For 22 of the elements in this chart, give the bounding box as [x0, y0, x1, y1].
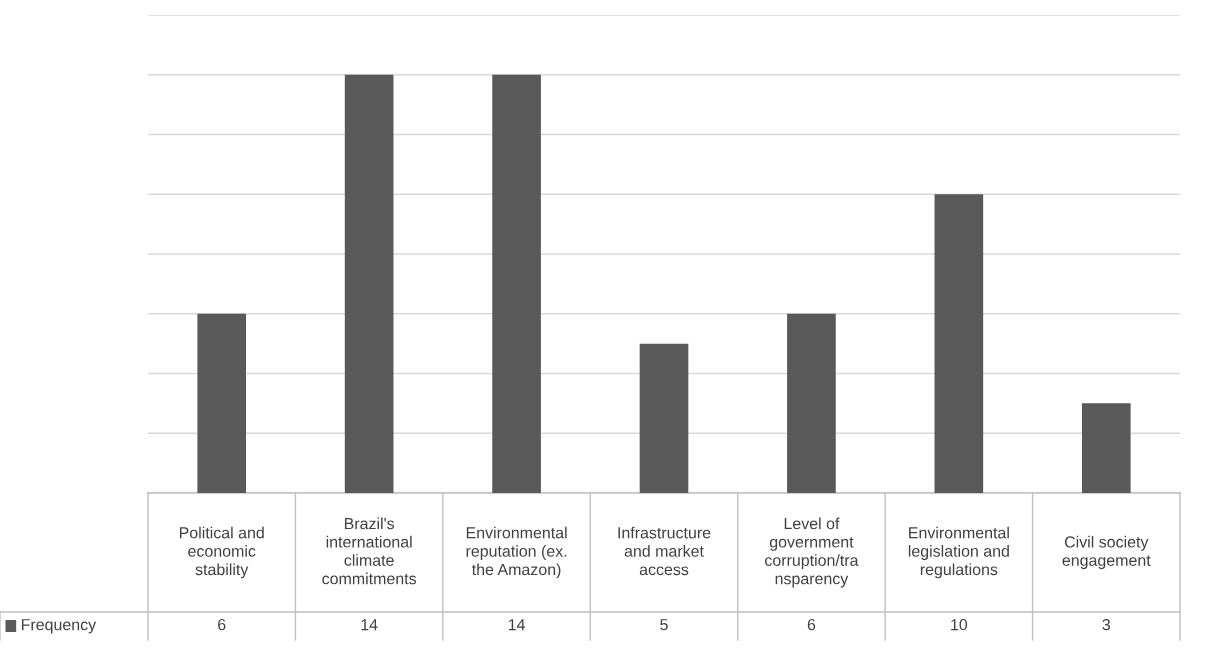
legend-label: Frequency	[21, 619, 97, 634]
bar	[639, 343, 689, 493]
x-tick-label: Infrastructure and market access	[618, 526, 711, 576]
x-tick-label: Environmental legislation and regulations	[908, 526, 1009, 579]
data-label: 6	[807, 618, 816, 631]
data-label: 3	[1102, 618, 1111, 631]
data-label: 6	[218, 618, 226, 631]
data-label: 14	[361, 619, 378, 631]
x-tick-label: Environmental reputation (ex. the Amazon)	[466, 526, 567, 579]
bar	[934, 194, 984, 493]
bar	[197, 313, 247, 493]
data-label: 14	[508, 619, 525, 631]
x-tick-label: Political and economic stability	[179, 526, 264, 579]
bar	[492, 74, 541, 493]
bar	[1081, 403, 1131, 493]
x-tick-label: Brazil's international climate commitments	[322, 517, 417, 585]
x-tick-label: Level of government corruption/tra nsparency	[765, 517, 859, 588]
bar	[344, 74, 394, 493]
bar	[787, 313, 836, 493]
data-label: 10	[951, 618, 968, 631]
data-label: 5	[660, 619, 668, 631]
x-tick-label: Civil society engagement	[1062, 535, 1151, 570]
